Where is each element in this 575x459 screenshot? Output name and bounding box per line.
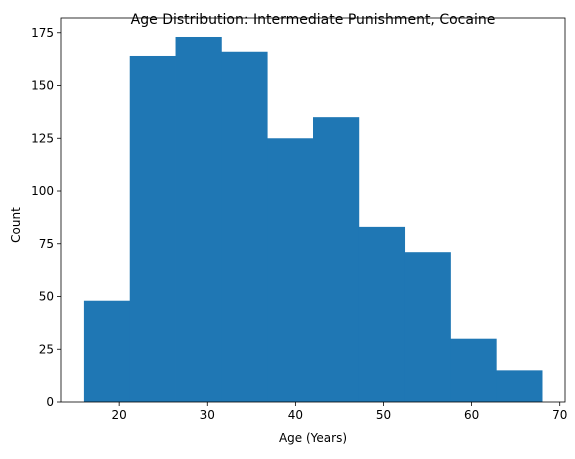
chart-title: Age Distribution: Intermediate Punishmen… xyxy=(131,12,496,28)
x-axis-label: Age (Years) xyxy=(279,431,347,445)
histogram-bar xyxy=(450,338,497,402)
y-tick-label: 125 xyxy=(31,131,54,145)
y-tick-label: 25 xyxy=(39,342,54,356)
x-tick-label: 20 xyxy=(112,408,127,422)
histogram-bar xyxy=(267,138,314,402)
y-axis-ticks: 0 25 50 75 100 125 150 175 xyxy=(31,26,61,409)
histogram-bar xyxy=(129,55,176,402)
x-tick-label: 70 xyxy=(552,408,567,422)
x-tick-label: 40 xyxy=(288,408,303,422)
y-tick-label: 100 xyxy=(31,184,54,198)
y-tick-label: 175 xyxy=(31,26,54,40)
x-tick-label: 30 xyxy=(200,408,215,422)
x-tick-label: 50 xyxy=(376,408,391,422)
plot-frame xyxy=(60,17,566,403)
y-tick-label: 75 xyxy=(39,237,54,251)
bars-group xyxy=(83,36,543,403)
histogram-bar xyxy=(496,370,543,402)
histogram-bar xyxy=(313,117,360,403)
histogram-bar xyxy=(83,300,131,402)
y-tick-label: 50 xyxy=(39,290,54,304)
x-tick-label: 60 xyxy=(464,408,479,422)
x-axis-ticks: 20 30 40 50 60 70 xyxy=(112,402,567,422)
histogram-bar xyxy=(221,51,268,403)
y-axis-label: Count xyxy=(9,207,23,243)
histogram-bar xyxy=(175,36,222,402)
histogram-bar xyxy=(404,252,451,402)
y-tick-label: 0 xyxy=(46,395,54,409)
y-tick-label: 150 xyxy=(31,79,54,93)
histogram-bar xyxy=(358,226,406,402)
